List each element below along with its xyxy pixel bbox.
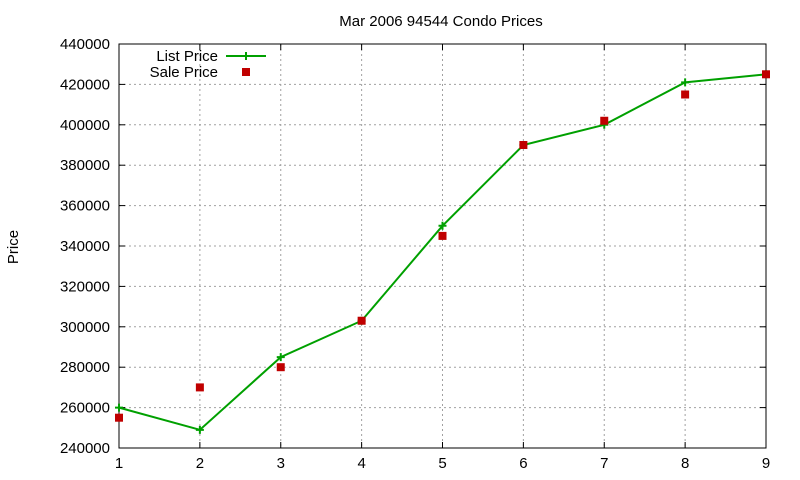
x-tick-label: 5 bbox=[438, 455, 446, 472]
x-tick-label: 4 bbox=[357, 455, 365, 472]
x-tick-label: 6 bbox=[519, 455, 527, 472]
y-tick-label: 320000 bbox=[60, 278, 110, 295]
data-point bbox=[681, 78, 690, 87]
y-axis-label: Price bbox=[5, 230, 22, 264]
data-point bbox=[276, 353, 285, 362]
data-point bbox=[357, 316, 366, 325]
axis-ticks: 240000 260000 280000 300000 320000 340000 3600… bbox=[60, 36, 770, 472]
data-point bbox=[115, 413, 123, 422]
y-tick-label: 340000 bbox=[60, 238, 110, 255]
data-point bbox=[438, 221, 447, 230]
x-tick-label: 9 bbox=[762, 455, 770, 472]
x-tick-label: 7 bbox=[600, 455, 608, 472]
x-tick-label: 3 bbox=[277, 455, 285, 472]
grid bbox=[119, 44, 766, 448]
y-tick-label: 280000 bbox=[60, 359, 110, 376]
data-point bbox=[195, 425, 204, 434]
y-tick-label: 300000 bbox=[60, 319, 110, 336]
data-point bbox=[438, 231, 447, 240]
series-line bbox=[118, 73, 767, 431]
y-tick-label: 260000 bbox=[60, 400, 110, 417]
data-point bbox=[519, 141, 528, 149]
data-point bbox=[681, 90, 690, 99]
y-tick-label: 400000 bbox=[60, 117, 110, 134]
x-tick-label: 2 bbox=[196, 455, 204, 472]
series-layer bbox=[115, 70, 770, 434]
legend-swatch-marker bbox=[242, 52, 250, 60]
x-tick-label: 1 bbox=[115, 455, 123, 472]
data-point bbox=[276, 363, 285, 372]
y-tick-label: 240000 bbox=[60, 440, 110, 457]
chart-title: Mar 2006 94544 Condo Prices bbox=[339, 13, 542, 30]
data-point bbox=[600, 116, 609, 125]
legend-label: Sale Price bbox=[150, 64, 218, 81]
y-tick-label: 440000 bbox=[60, 36, 110, 53]
data-point bbox=[762, 70, 770, 79]
y-tick-label: 360000 bbox=[60, 198, 110, 215]
legend-swatch-marker bbox=[242, 68, 250, 76]
y-tick-label: 380000 bbox=[60, 157, 110, 174]
data-point bbox=[195, 383, 204, 392]
data-point bbox=[115, 403, 123, 412]
y-tick-label: 420000 bbox=[60, 76, 110, 93]
legend-label: List Price bbox=[156, 48, 218, 65]
x-tick-label: 8 bbox=[681, 455, 689, 472]
series-sale-price bbox=[115, 70, 770, 422]
